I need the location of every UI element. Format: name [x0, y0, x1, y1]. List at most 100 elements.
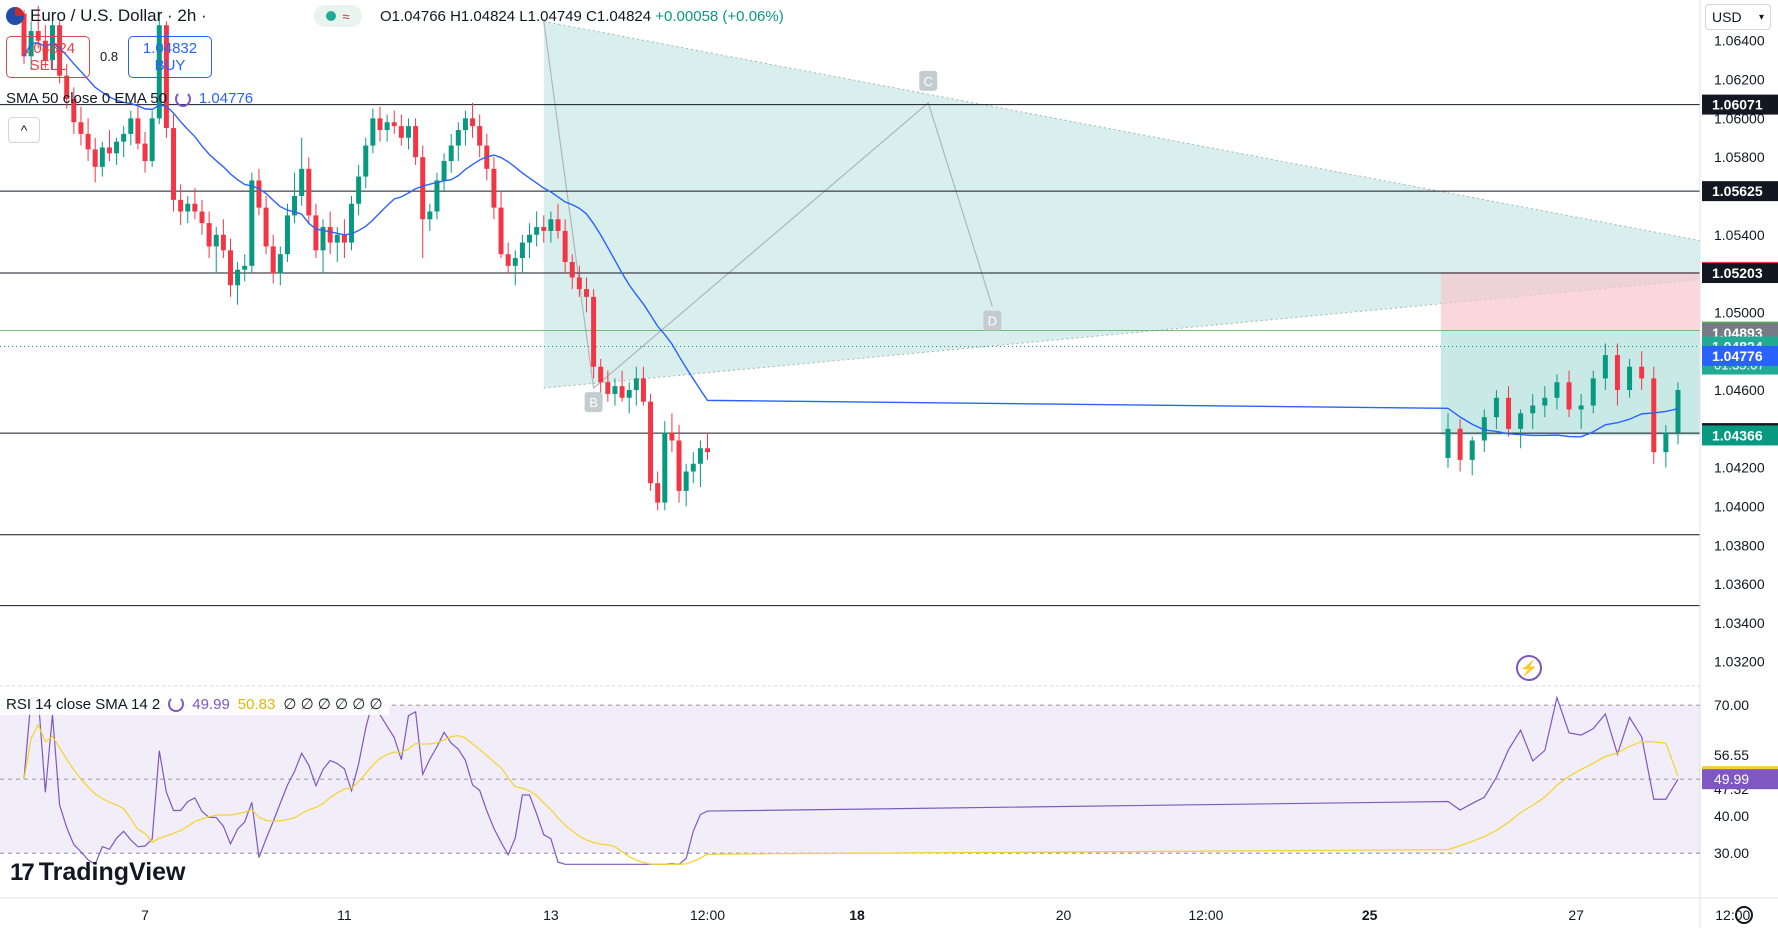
- candle-body: [391, 122, 397, 127]
- candle-body: [1554, 382, 1560, 398]
- candle-body: [1627, 366, 1633, 391]
- candle-body: [455, 130, 461, 146]
- candle-body: [306, 168, 312, 216]
- candle-body: [1566, 382, 1572, 410]
- ohlc-high: H1.04824: [450, 8, 516, 25]
- price-axis-label: 1.05625: [1712, 183, 1763, 199]
- candle-body: [121, 133, 127, 142]
- candle-body: [1542, 397, 1548, 406]
- candle-body: [405, 126, 411, 138]
- price-tick-label: 1.06400: [1714, 33, 1765, 49]
- candle-body: [505, 254, 511, 266]
- buy-label: BUY: [154, 57, 186, 74]
- candle-body: [263, 207, 269, 247]
- candle-body: [235, 269, 241, 286]
- candle-body: [185, 203, 191, 212]
- pattern-point-label: D: [988, 314, 997, 329]
- rsi-legend-name: RSI 14 close SMA 14 2: [6, 695, 161, 713]
- candle-body: [370, 118, 376, 146]
- tradingview-logo[interactable]: 17 TradingView: [10, 858, 186, 887]
- candle-body: [569, 261, 575, 278]
- rsi-axis-label: 49.99: [1714, 771, 1749, 787]
- collapse-legend-button[interactable]: ^: [8, 117, 40, 143]
- candle-body: [377, 118, 383, 131]
- buy-button[interactable]: 1.04832 BUY: [128, 36, 212, 78]
- triangle-upper-edge: [543, 20, 1701, 242]
- rsi-legend-extras: ∅ ∅ ∅ ∅ ∅ ∅: [283, 696, 383, 713]
- ohlc-change: +0.00058 (+0.06%): [655, 8, 784, 25]
- time-tick-label: 7: [141, 907, 149, 923]
- price-axis-label: 1.05203: [1712, 265, 1763, 281]
- candle-body: [327, 227, 333, 243]
- candle-body: [441, 161, 447, 181]
- candle-body: [42, 40, 48, 61]
- price-axis-label: 1.04366: [1712, 427, 1763, 443]
- sell-price: 1.04824: [20, 40, 76, 57]
- candle-body: [299, 168, 305, 196]
- currency-label: USD: [1712, 9, 1742, 25]
- candle-body: [171, 128, 177, 200]
- sma-line: [23, 41, 1679, 438]
- currency-selector[interactable]: USD ▾: [1705, 4, 1771, 30]
- market-status-pill[interactable]: ≈: [314, 5, 362, 27]
- candle-body: [349, 203, 355, 243]
- candle-body: [626, 390, 632, 398]
- candle-body: [384, 122, 390, 131]
- candle-body: [135, 118, 141, 144]
- time-tick-label: 12:00: [690, 907, 725, 923]
- sma-indicator-name: SMA 50 close 0 EMA 50: [6, 90, 167, 107]
- candle-body: [448, 145, 454, 162]
- candle-body: [583, 289, 589, 297]
- ohlc-low: L1.04749: [519, 8, 582, 25]
- candle-body: [256, 180, 262, 208]
- price-tick-label: 1.04200: [1714, 460, 1765, 476]
- rsi-tick-label: 56.55: [1714, 747, 1749, 763]
- spread-value: 0.8: [100, 49, 119, 64]
- candle-body: [434, 180, 440, 212]
- candle-body: [206, 223, 212, 247]
- candle-body: [427, 211, 433, 220]
- candle-body: [334, 234, 340, 243]
- candle-body: [178, 199, 184, 212]
- candle-body: [697, 448, 703, 464]
- candle-body: [1602, 355, 1608, 379]
- candle-body: [277, 254, 283, 274]
- refresh-icon[interactable]: [174, 90, 191, 107]
- candle-body: [527, 234, 533, 243]
- price-axis-label-bg: [1702, 345, 1778, 366]
- candle-body: [705, 448, 711, 453]
- triangle-pattern-fill: [543, 21, 1700, 389]
- pattern-point-label: B: [589, 395, 598, 410]
- ohlc-open: O1.04766: [380, 8, 446, 25]
- candle-body: [92, 149, 98, 167]
- candle-body: [512, 258, 518, 266]
- rsi-tick-label: 70.00: [1714, 697, 1749, 713]
- candle-body: [227, 250, 233, 286]
- wave-icon: ≈: [342, 8, 350, 24]
- candle-body: [313, 215, 319, 251]
- lightning-icon[interactable]: ⚡: [1516, 655, 1542, 681]
- candle-body: [213, 234, 219, 247]
- rsi-tick-label: 30.00: [1714, 845, 1749, 861]
- rsi-line: [23, 695, 1679, 866]
- candle-body: [612, 386, 618, 394]
- rsi-legend[interactable]: RSI 14 close SMA 14 2 49.99 50.83 ∅ ∅ ∅ …: [0, 693, 389, 715]
- price-axis-label-bg: [1702, 94, 1778, 115]
- candle-body: [498, 207, 504, 255]
- time-tick-label: 27: [1568, 907, 1584, 923]
- symbol-title[interactable]: Euro / U.S. Dollar · 2h ·: [6, 6, 207, 26]
- sell-button[interactable]: 1.04824 SELL: [6, 36, 90, 78]
- price-tick-label: 1.03200: [1714, 654, 1765, 670]
- triangle-lower-edge: [543, 278, 1701, 389]
- candle-body: [35, 31, 41, 41]
- price-tick-label: 1.03800: [1714, 537, 1765, 553]
- sma-indicator-value: 1.04776: [198, 90, 254, 107]
- price-axis-label-bg: [1702, 263, 1778, 284]
- rsi-refresh-icon[interactable]: [168, 696, 185, 712]
- candle-body: [1506, 397, 1512, 429]
- sma-indicator-legend[interactable]: SMA 50 close 0 EMA 50 1.04776: [6, 90, 253, 107]
- price-tick-label: 1.04000: [1714, 498, 1765, 514]
- settings-gear-icon[interactable]: [1735, 906, 1753, 924]
- candle-body: [363, 145, 369, 177]
